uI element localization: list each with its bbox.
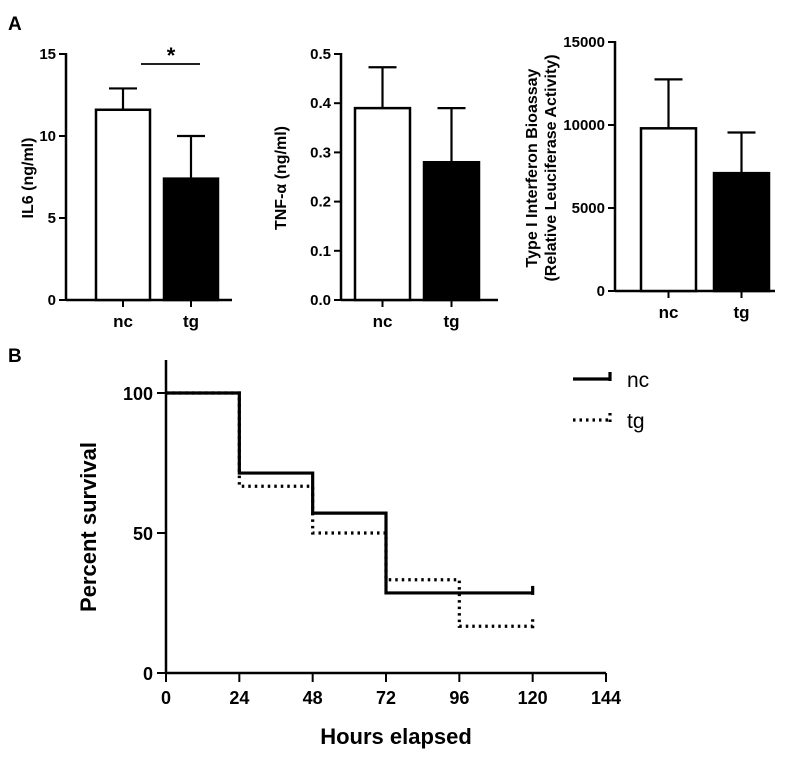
tnf-category-label: tg — [443, 312, 459, 331]
il6-category-label: tg — [183, 312, 199, 331]
survival-x-tick-label: 72 — [376, 688, 396, 708]
tnf-category-label: nc — [373, 312, 393, 331]
interferon-y-tick-label: 0 — [597, 283, 605, 300]
interferon-y-tick-label: 5000 — [572, 200, 605, 217]
tnf-bar-tg — [422, 160, 481, 302]
survival-x-axis-label: Hours elapsed — [320, 724, 472, 749]
tnf-bar-chart: TNF-α (ng/ml) 0.0 0.1 0.2 0.3 0.4 0.5 nc tg — [273, 46, 498, 331]
interferon-category-label: tg — [733, 303, 749, 322]
il6-bar-nc — [94, 108, 152, 302]
il6-y-tick-label: 15 — [39, 46, 56, 63]
survival-x-tick-label: 144 — [591, 688, 621, 708]
tnf-bar-nc — [353, 106, 412, 302]
interferon-bar-nc — [639, 127, 698, 293]
survival-x-tick-label: 48 — [303, 688, 323, 708]
interferon-y-axis-label-line1: Type I Interferon Bioassay — [524, 68, 541, 267]
survival-y-tick-label: 50 — [133, 524, 153, 544]
tnf-y-tick-label: 0.4 — [310, 95, 332, 112]
interferon-y-axis-label-line2: (Relative Leuciferase Activity) — [543, 54, 560, 281]
il6-significance-star: * — [167, 43, 176, 68]
survival-x-tick-label: 120 — [518, 688, 548, 708]
survival-y-axis-label: Percent survival — [76, 442, 101, 612]
tnf-y-tick-label: 0.1 — [310, 243, 331, 260]
interferon-category-label: nc — [659, 303, 679, 322]
tnf-y-tick-label: 0.5 — [310, 46, 331, 63]
interferon-bar-tg — [712, 171, 771, 293]
il6-category-label: nc — [113, 312, 133, 331]
interferon-bar-chart: Type I Interferon Bioassay (Relative Leu… — [524, 34, 775, 322]
survival-x-tick-label: 96 — [449, 688, 469, 708]
panel-label-b: B — [8, 346, 22, 367]
il6-y-tick-label: 0 — [48, 292, 56, 309]
survival-x-tick-label: 24 — [229, 688, 249, 708]
il6-bar-chart: IL6 (ng/ml) 0 5 10 15 nc tg * — [20, 43, 232, 331]
il6-y-tick-label: 10 — [39, 128, 56, 145]
legend-label-tg: tg — [627, 410, 645, 433]
tnf-y-tick-label: 0.3 — [310, 144, 331, 161]
survival-chart: Percent survival Hours elapsed 0 50 100 0 24… — [76, 360, 649, 749]
il6-bar-tg — [162, 177, 220, 302]
interferon-y-tick-label: 10000 — [563, 117, 605, 134]
tnf-y-tick-label: 0.2 — [310, 194, 331, 211]
tnf-y-axis-label: TNF-α (ng/ml) — [273, 126, 290, 230]
il6-y-axis-label: IL6 (ng/ml) — [20, 138, 37, 219]
survival-y-tick-label: 0 — [143, 664, 153, 684]
legend-label-nc: nc — [627, 369, 649, 392]
tnf-y-tick-label: 0.0 — [310, 292, 331, 309]
panel-label-a: A — [8, 14, 22, 35]
survival-y-tick-label: 100 — [123, 384, 153, 404]
survival-x-tick-label: 0 — [161, 688, 171, 708]
survival-curve-nc — [166, 391, 533, 595]
interferon-y-tick-label: 15000 — [563, 34, 605, 51]
survival-curve-tg — [166, 391, 533, 628]
il6-y-tick-label: 5 — [48, 210, 56, 227]
